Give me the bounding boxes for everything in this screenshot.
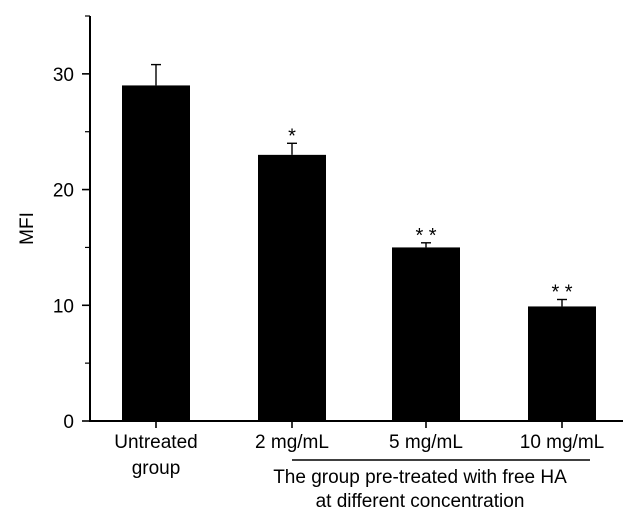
x-tick-label: 10 mg/mL <box>520 432 604 453</box>
y-tick-label: 20 <box>53 181 74 202</box>
x-tick-label: 2 mg/mL <box>255 432 329 453</box>
y-tick-label: 0 <box>63 412 74 433</box>
significance-marker: * <box>288 125 296 147</box>
x-tick-label: 5 mg/mL <box>389 432 463 453</box>
y-tick-label: 10 <box>53 296 74 317</box>
plot-area: 0 10 20 30 MFI * * * * * Untreated group 2 mg/mL 5 … <box>17 15 623 512</box>
y-axis-title: MFI <box>17 212 38 245</box>
significance-marker: * * <box>415 225 436 247</box>
y-tick-label: 30 <box>53 65 74 86</box>
significance-marker: * * <box>551 282 572 304</box>
bar-3 <box>392 247 460 421</box>
bar-2 <box>258 154 326 421</box>
bar-1 <box>122 85 190 421</box>
bar-4 <box>528 306 596 421</box>
group-label: The group pre-treated with free HA at dif… <box>273 467 567 512</box>
x-tick-label: Untreated group <box>114 432 197 479</box>
